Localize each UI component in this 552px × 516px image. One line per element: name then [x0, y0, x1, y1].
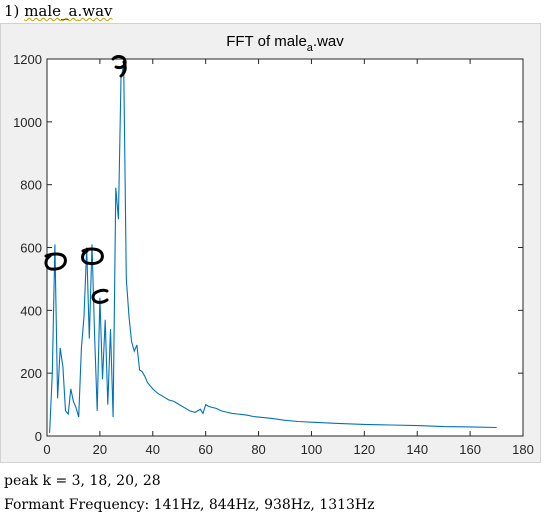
y-tick-label: 800 — [20, 178, 42, 193]
x-tick-label: 0 — [43, 442, 50, 457]
peak-circle-annotation — [91, 288, 109, 304]
section-heading: 1) male_a.wav — [4, 2, 113, 20]
x-tick-label: 120 — [353, 442, 375, 457]
x-tick-label: 20 — [93, 442, 107, 457]
axis-ticks: 0 20 40 60 80 100 120 140 160 180 0 200 400 600 800 100… — [13, 52, 534, 457]
x-tick-label: 160 — [459, 442, 481, 457]
peak-nine-annotation — [111, 55, 127, 78]
chart-figure: FFT of malea.wav 0 20 40 60 80 100 120 140 160 18… — [0, 23, 541, 463]
peak-k-text: peak k = 3, 18, 20, 28 — [4, 473, 161, 489]
heading-filename: male_a.wav — [24, 2, 113, 20]
plot-area — [46, 58, 524, 437]
heading-number: 1) — [4, 2, 20, 20]
y-tick-label: 1200 — [13, 52, 42, 67]
peak-circle-annotation — [44, 252, 67, 271]
x-tick-label: 80 — [251, 442, 265, 457]
formant-text: Formant Frequency: 141Hz, 844Hz, 938Hz, … — [4, 497, 375, 513]
y-tick-label: 0 — [35, 429, 42, 444]
x-tick-label: 140 — [406, 442, 428, 457]
peak-circle-annotation — [81, 247, 104, 265]
y-tick-label: 400 — [20, 303, 42, 318]
x-tick-label: 100 — [301, 442, 323, 457]
peak-annotations — [44, 55, 127, 304]
x-tick-label: 60 — [198, 442, 212, 457]
fft-line — [49, 65, 497, 433]
y-tick-label: 600 — [20, 241, 42, 256]
y-tick-label: 200 — [20, 366, 42, 381]
fft-chart: FFT of malea.wav 0 20 40 60 80 100 120 140 160 18… — [13, 33, 534, 457]
y-tick-label: 1000 — [13, 115, 42, 130]
x-tick-label: 180 — [512, 442, 534, 457]
x-tick-label: 40 — [146, 442, 160, 457]
chart-title: FFT of malea.wav — [226, 33, 344, 54]
